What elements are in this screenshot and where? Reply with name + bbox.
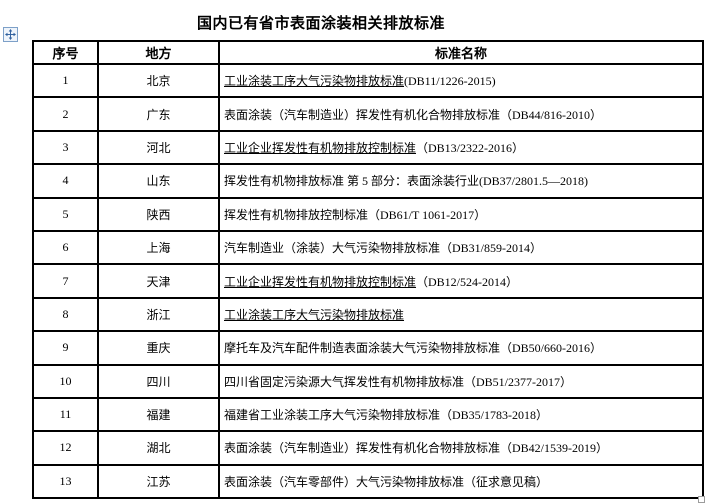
cell-standard-name[interactable]: 挥发性有机物排放控制标准（DB61/T 1061-2017） [218,196,704,232]
standard-rest-text: （DB12/524-2014） [416,274,519,289]
cell-serial-number[interactable]: 8 [32,296,99,333]
four-way-arrow-icon [5,29,16,40]
cell-region[interactable]: 湖北 [97,430,220,466]
table-row: 11 福建 福建省工业涂装工序大气污染物排放标准（DB35/1783-2018） [32,396,704,433]
standard-rest-text: (DB11/1226-2015) [404,74,496,89]
table-row: 12 湖北 表面涂装（汽车制造业）挥发性有机化合物排放标准（DB42/1539-… [32,430,704,466]
cell-region[interactable]: 福建 [97,396,220,433]
cell-serial-number[interactable]: 11 [32,396,99,433]
table-row: 5 陕西 挥发性有机物排放控制标准（DB61/T 1061-2017） [32,196,704,232]
cell-standard-name[interactable]: 汽车制造业（涂装）大气污染物排放标准（DB31/859-2014） [218,229,704,266]
table-row: 3 河北 工业企业挥发性有机物排放控制标准（DB13/2322-2016） [32,129,704,166]
table-row: 9 重庆 摩托车及汽车配件制造表面涂装大气污染物排放标准（DB50/660-20… [32,330,704,366]
cell-region[interactable]: 陕西 [97,196,220,232]
standard-rest-text: 表面涂装（汽车制造业）挥发性有机化合物排放标准（DB42/1539-2019） [224,441,609,456]
cell-region[interactable]: 浙江 [97,296,220,333]
standard-underlined-text: 工业涂装工序大气污染物排放标准 [224,74,405,89]
cell-region[interactable]: 北京 [97,62,220,99]
standard-rest-text: 挥发性有机物排放控制标准（DB61/T 1061-2017） [224,207,487,222]
standard-rest-text: 四川省固定污染源大气挥发性有机物排放标准（DB51/2377-2017） [224,374,573,389]
standards-table: 序号 地方 标准名称 1 北京 工业涂装工序大气污染物排放标准(DB11/122… [32,40,704,500]
cell-serial-number[interactable]: 6 [32,229,99,266]
cell-serial-number[interactable]: 1 [32,62,99,99]
cell-serial-number[interactable]: 7 [32,263,99,299]
table-resize-handle-icon[interactable] [698,496,705,503]
cell-standard-name[interactable]: 工业涂装工序大气污染物排放标准(DB11/1226-2015) [218,62,704,99]
cell-serial-number[interactable]: 4 [32,163,99,199]
cell-region[interactable]: 江苏 [97,463,220,500]
standard-rest-text: 挥发性有机物排放标准 第 5 部分：表面涂装行业(DB37/2801.5—201… [224,174,588,189]
table-move-handle-icon[interactable] [3,27,18,42]
cell-serial-number[interactable]: 10 [32,363,99,399]
cell-serial-number[interactable]: 9 [32,330,99,366]
cell-region[interactable]: 河北 [97,129,220,166]
cell-standard-name[interactable]: 表面涂装（汽车制造业）挥发性有机化合物排放标准（DB42/1539-2019） [218,430,704,466]
standard-rest-text: 表面涂装（汽车零部件）大气污染物排放标准（征求意见稿） [224,474,549,489]
cell-serial-number[interactable]: 5 [32,196,99,232]
cell-standard-name[interactable]: 四川省固定污染源大气挥发性有机物排放标准（DB51/2377-2017） [218,363,704,399]
cell-standard-name[interactable]: 工业企业挥发性有机物排放控制标准（DB13/2322-2016） [218,129,704,166]
cell-region[interactable]: 天津 [97,263,220,299]
standard-rest-text: 摩托车及汽车配件制造表面涂装大气污染物排放标准（DB50/660-2016） [224,341,603,356]
cell-region[interactable]: 上海 [97,229,220,266]
cell-standard-name[interactable]: 挥发性有机物排放标准 第 5 部分：表面涂装行业(DB37/2801.5—201… [218,163,704,199]
standard-underlined-text: 工业涂装工序大气污染物排放标准 [224,307,405,322]
standard-rest-text: 福建省工业涂装工序大气污染物排放标准（DB35/1783-2018） [224,408,549,423]
cell-serial-number[interactable]: 3 [32,129,99,166]
table-row: 7 天津 工业企业挥发性有机物排放控制标准（DB12/524-2014） [32,263,704,299]
table-row: 6 上海 汽车制造业（涂装）大气污染物排放标准（DB31/859-2014） [32,229,704,266]
standard-underlined-text: 工业企业挥发性有机物排放控制标准 [224,274,417,289]
cell-region[interactable]: 重庆 [97,330,220,366]
table-row: 2 广东 表面涂装（汽车制造业）挥发性有机化合物排放标准（DB44/816-20… [32,96,704,132]
header-region[interactable]: 地方 [97,40,220,65]
cell-serial-number[interactable]: 2 [32,96,99,132]
cell-standard-name[interactable]: 工业企业挥发性有机物排放控制标准（DB12/524-2014） [218,263,704,299]
cell-standard-name[interactable]: 工业涂装工序大气污染物排放标准 [218,296,704,333]
table-row: 1 北京 工业涂装工序大气污染物排放标准(DB11/1226-2015) [32,62,704,99]
table-row: 10 四川 四川省固定污染源大气挥发性有机物排放标准（DB51/2377-201… [32,363,704,399]
standard-rest-text: 汽车制造业（涂装）大气污染物排放标准（DB31/859-2014） [224,241,543,256]
cell-standard-name[interactable]: 表面涂装（汽车制造业）挥发性有机化合物排放标准（DB44/816-2010） [218,96,704,132]
standard-rest-text: 表面涂装（汽车制造业）挥发性有机化合物排放标准（DB44/816-2010） [224,107,603,122]
standard-rest-text: （DB13/2322-2016） [416,140,525,155]
cell-region[interactable]: 广东 [97,96,220,132]
table-header-row: 序号 地方 标准名称 [32,40,704,65]
cell-standard-name[interactable]: 摩托车及汽车配件制造表面涂装大气污染物排放标准（DB50/660-2016） [218,330,704,366]
document-title: 国内已有省市表面涂装相关排放标准 [196,16,445,32]
table-row: 4 山东 挥发性有机物排放标准 第 5 部分：表面涂装行业(DB37/2801.… [32,163,704,199]
standard-underlined-text: 工业企业挥发性有机物排放控制标准 [224,140,417,155]
table-row: 8 浙江 工业涂装工序大气污染物排放标准 [32,296,704,333]
cell-standard-name[interactable]: 福建省工业涂装工序大气污染物排放标准（DB35/1783-2018） [218,396,704,433]
cell-serial-number[interactable]: 13 [32,463,99,500]
table-row: 13 江苏 表面涂装（汽车零部件）大气污染物排放标准（征求意见稿） [32,463,704,500]
cell-region[interactable]: 山东 [97,163,220,199]
cell-standard-name[interactable]: 表面涂装（汽车零部件）大气污染物排放标准（征求意见稿） [218,463,704,500]
header-standard-name[interactable]: 标准名称 [218,40,704,65]
header-serial-number[interactable]: 序号 [32,40,99,65]
cell-serial-number[interactable]: 12 [32,430,99,466]
cell-region[interactable]: 四川 [97,363,220,399]
